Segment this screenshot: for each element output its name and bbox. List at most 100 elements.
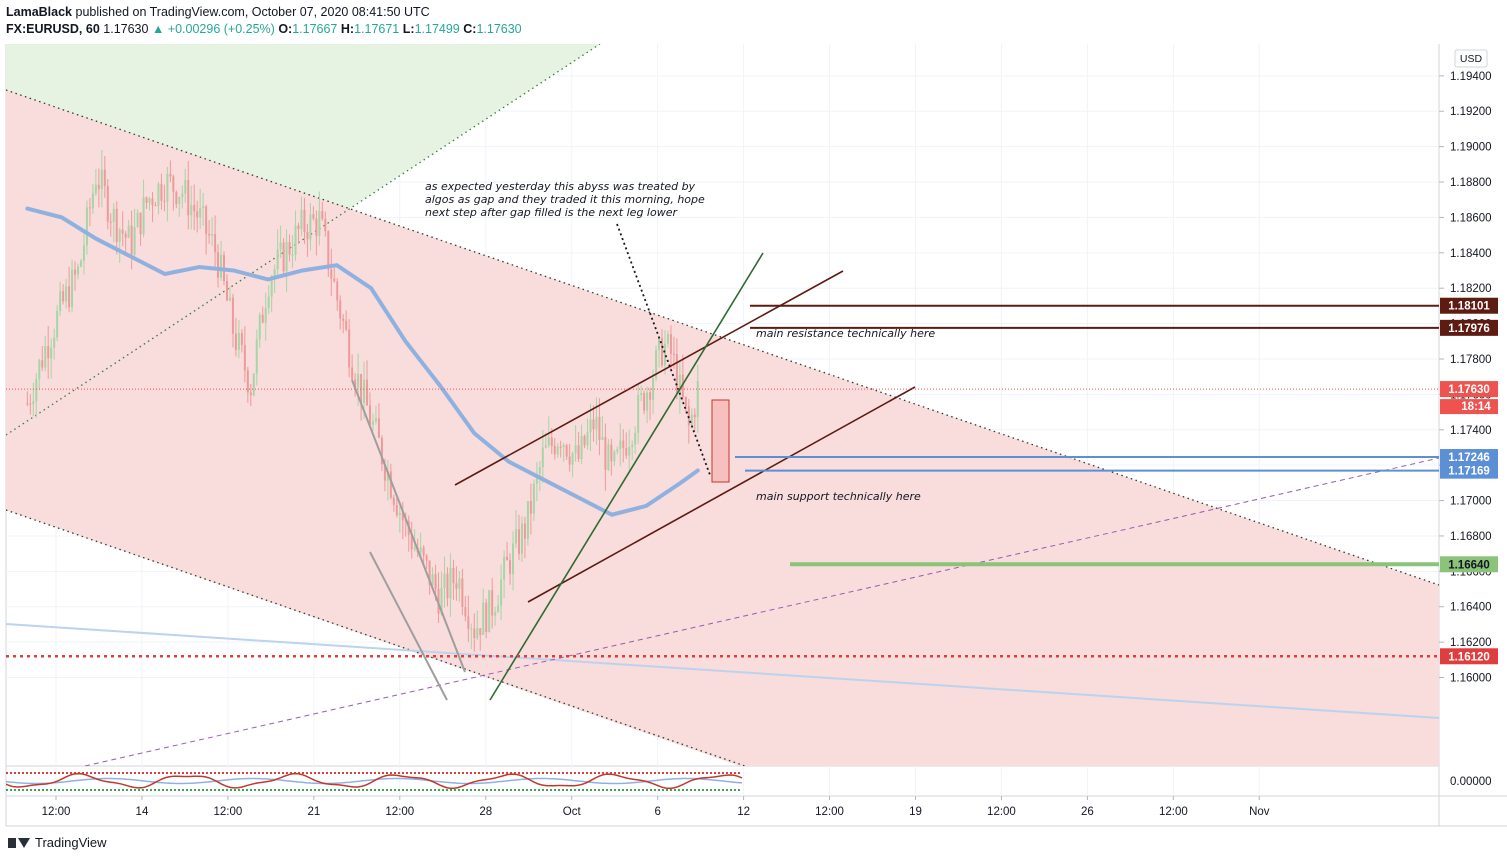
level-labels: 1.18101 1.17976 1.17630 1.17246 1.17169 1.166… (1440, 297, 1498, 665)
y-tick-label: 1.16200 (1450, 637, 1492, 649)
y-tick-label: 1.17000 (1450, 496, 1492, 508)
candle-body (217, 252, 220, 278)
candle-body (112, 208, 115, 223)
close-value: 1.17630 (476, 22, 522, 36)
wedge-lower-line[interactable] (369, 551, 448, 701)
x-tick-label: Nov (1249, 806, 1270, 818)
candle-body (234, 333, 237, 350)
candle-body (690, 414, 693, 426)
candle-body (556, 446, 559, 455)
y-tick-label: 1.16800 (1450, 531, 1492, 543)
support-annotation[interactable]: main support technically here (756, 490, 921, 503)
candle-body (669, 334, 672, 354)
y-tick-label: 1.18200 (1450, 283, 1492, 295)
candles (26, 150, 699, 652)
purple-dashed-trendline[interactable] (84, 457, 1439, 766)
wedge-upper-line[interactable] (351, 379, 466, 673)
low-label: L: (402, 22, 415, 36)
candle-body (276, 249, 279, 270)
oscillator-pane[interactable] (6, 772, 743, 791)
candle-body (184, 180, 187, 194)
candle-body (321, 211, 324, 219)
x-tick-label: 12:00 (214, 806, 243, 818)
x-tick-label: 12:00 (987, 806, 1016, 818)
candle-body (360, 373, 363, 403)
note-annotation[interactable]: as expected yesterday this abyss was tre… (425, 180, 708, 219)
candle-body (592, 419, 595, 430)
time-axis[interactable]: 12:00 14 12:00 21 12:00 28 Oct 6 12 12:00 19 12:00 2… (42, 796, 1270, 818)
publish-line: LamaBlack published on TradingView.com, … (6, 4, 522, 21)
candle-body (497, 605, 500, 613)
candle-body (666, 334, 669, 344)
currency-badge[interactable] (1454, 49, 1488, 68)
candle-body (85, 207, 88, 246)
footer-brand[interactable]: TradingView (35, 835, 107, 850)
candle-body (395, 504, 398, 516)
moving-average-line[interactable] (25, 206, 700, 517)
candle-body (377, 418, 380, 438)
author-name[interactable]: LamaBlack (6, 5, 73, 19)
candle-body (455, 583, 458, 589)
channel-bottom-line[interactable] (6, 509, 746, 766)
candle-body (82, 245, 85, 261)
candle-body (26, 403, 29, 405)
last-price-label: 1.17630 (1448, 384, 1490, 396)
candle-body (488, 590, 491, 633)
y-tick-label: 1.18800 (1450, 177, 1492, 189)
candle-body (622, 440, 625, 448)
candle-body (434, 574, 437, 590)
price-axis[interactable]: 1.19400 1.19200 1.19000 1.18800 1.18600 1.184… (1439, 71, 1492, 685)
candle-body (139, 212, 142, 235)
candle-body (339, 300, 342, 319)
symbol-label[interactable]: FX:EURUSD, 60 (6, 22, 100, 36)
candle-body (333, 278, 336, 282)
candle-body (616, 449, 619, 452)
candle-body (154, 205, 157, 207)
candle-body (133, 227, 136, 255)
candle-body (482, 602, 485, 635)
candle-body (145, 197, 148, 203)
candle-body (601, 436, 604, 440)
up-triangle-icon: ▲ (151, 22, 165, 36)
candle-body (345, 320, 348, 330)
candle-body (205, 206, 208, 234)
candle-body (443, 573, 446, 588)
candle-body (169, 174, 172, 177)
candle-body (136, 212, 139, 228)
candle-body (142, 197, 145, 235)
candle-body (342, 318, 345, 321)
rising-channel-lower-line[interactable] (527, 386, 916, 603)
green-zone-edge-line[interactable] (6, 44, 601, 436)
oscillator-main-line (6, 772, 743, 790)
candle-body (544, 445, 547, 448)
long-trendline[interactable] (6, 623, 1439, 719)
candle-body (512, 543, 515, 575)
candle-body (526, 501, 529, 539)
candle-body (282, 242, 285, 272)
resistance-1-label-bg (1440, 297, 1498, 314)
support-2-label: 1.17169 (1448, 466, 1490, 478)
drawings[interactable]: as expected yesterday this abyss was tre… (6, 44, 1439, 766)
resistance-1-label: 1.18101 (1448, 301, 1490, 313)
candle-body (431, 574, 434, 586)
resistance-annotation[interactable]: main resistance technically here (756, 327, 935, 340)
candle-body (193, 205, 196, 212)
candle-body (243, 345, 246, 371)
candle-body (121, 229, 124, 234)
candle-body (50, 347, 53, 359)
candle-body (366, 379, 369, 406)
gap-rectangle[interactable] (711, 399, 730, 483)
candle-body (59, 291, 62, 312)
candle-body (485, 602, 488, 633)
candle-body (661, 338, 664, 366)
candle-body (467, 616, 470, 629)
candle-body (199, 208, 202, 218)
candle-body (303, 209, 306, 233)
candle-body (568, 456, 571, 465)
candle-body (413, 547, 416, 550)
candle-body (53, 337, 56, 348)
green-trendline[interactable] (489, 252, 764, 701)
candle-body (452, 567, 455, 584)
candle-body (425, 555, 428, 561)
